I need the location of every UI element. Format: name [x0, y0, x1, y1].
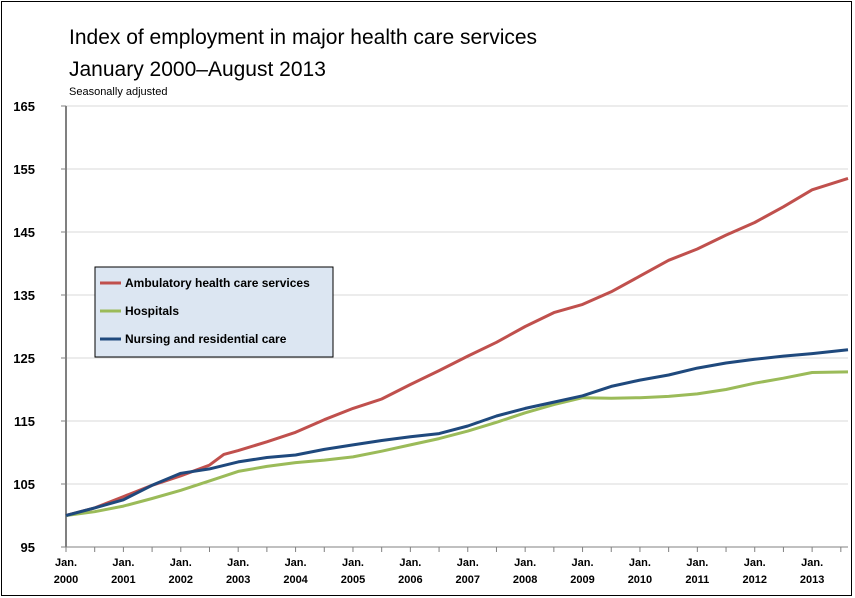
x-tick-label: 2004 — [283, 574, 308, 586]
legend-entry: Hospitals — [125, 304, 179, 318]
series-lines — [65, 176, 849, 517]
x-tick-label: Jan. — [285, 557, 307, 569]
x-tick-label: 2000 — [54, 574, 78, 586]
x-tick-label: Jan. — [744, 557, 766, 569]
x-tick-label: Jan. — [572, 557, 594, 569]
x-tick-label: Jan. — [112, 557, 134, 569]
x-tick-label: 2003 — [226, 574, 250, 586]
y-tick-label: 155 — [13, 162, 35, 177]
series-line-1 — [65, 176, 849, 517]
x-tick-label: 2001 — [111, 574, 135, 586]
x-tick-label: Jan. — [514, 557, 536, 569]
x-tick-label: Jan. — [399, 557, 421, 569]
x-tick-label: 2009 — [570, 574, 594, 586]
axes — [61, 105, 848, 552]
legend-entry: Ambulatory health care services — [125, 276, 310, 290]
x-tick-label: Jan. — [457, 557, 479, 569]
x-tick-label: Jan. — [629, 557, 651, 569]
y-tick-label: 165 — [13, 99, 35, 114]
x-tick-label: Jan. — [170, 557, 192, 569]
x-axis-ticks: Jan. 2000 Jan. 2001 Jan. 2002 Jan. 2003 Jan. 2004… — [54, 557, 825, 586]
legend: Ambulatory health care services Hospitals… — [94, 266, 334, 358]
x-tick-label: 2002 — [169, 574, 193, 586]
y-tick-label: 105 — [13, 477, 35, 492]
chart-title: Index of employment in major health care… — [69, 26, 538, 49]
x-tick-label: 2011 — [685, 574, 709, 586]
x-tick-label: Jan. — [227, 557, 249, 569]
x-tick-label: 2013 — [800, 574, 824, 586]
x-tick-label: Jan. — [686, 557, 708, 569]
y-tick-label: 95 — [21, 540, 35, 555]
x-tick-label: 2012 — [742, 574, 766, 586]
x-tick-label: 2008 — [513, 574, 537, 586]
y-axis-ticks: 95 105 115 125 135 145 155 165 — [13, 99, 35, 555]
x-tick-label: Jan. — [342, 557, 364, 569]
x-tick-label: 2010 — [628, 574, 652, 586]
chart-subtitle: January 2000–August 2013 — [69, 58, 326, 81]
y-tick-label: 145 — [13, 225, 35, 240]
y-tick-label: 125 — [13, 351, 35, 366]
x-tick-label: Jan. — [801, 557, 823, 569]
y-tick-label: 135 — [13, 288, 35, 303]
legend-box — [94, 266, 334, 358]
legend-entry: Nursing and residential care — [125, 332, 287, 346]
series-line-2 — [65, 370, 849, 517]
y-tick-label: 115 — [14, 414, 35, 429]
x-tick-label: Jan. — [55, 557, 77, 569]
chart-note: Seasonally adjusted — [69, 86, 168, 98]
x-tick-label: 2005 — [341, 574, 365, 586]
series-line-3 — [65, 348, 849, 517]
x-tick-label: 2006 — [398, 574, 422, 586]
x-tick-label: 2007 — [456, 574, 480, 586]
